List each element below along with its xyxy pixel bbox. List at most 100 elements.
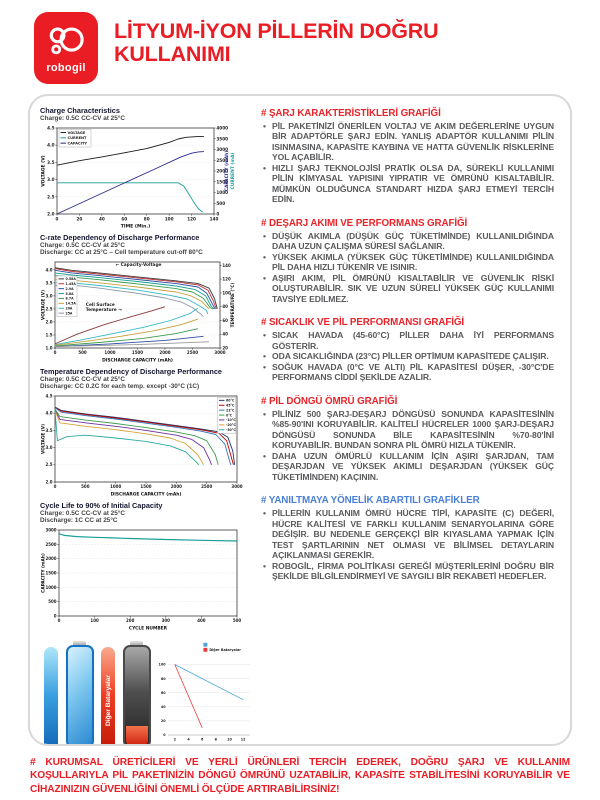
chart-crate-discharge: C-rate Dependency of Discharge Performan… [40,233,249,363]
bullet-list: PİLLERİN KULLANIM ÖMRÜ HÜCRE TİPİ, KAPAS… [261,508,554,581]
section-heading: # ŞARJ KARAKTERİSTİKLERİ GRAFİĞİ [261,108,441,119]
y2-tick-label: 140 [222,263,231,268]
temperature-discharge-plot: 0 500 1000 1500 2000 2500 3000 2.0 2.5 3.0 3.5 4.0 4… [41,393,243,497]
y2-axis-title: CAPACITY (mAh) [224,151,230,192]
y-tick-label: 3000 [45,527,56,532]
y-tick-label: 40 [161,705,166,709]
chart-title: C-rate Dependency of Discharge Performan… [40,233,200,242]
legend-swatch [203,642,208,647]
legend-label: 1.45A [66,282,77,286]
section-misleading-graphs: # YANILTMAYA YÖNELİK ABARTILI GRAFİKLER … [261,495,554,581]
series-line-3 [54,408,219,465]
series-line-4 [54,275,213,310]
chart-subtitle: Discharge: CC at 25°C – Cell temperature… [40,249,203,256]
section-charge-characteristics: # ŞARJ KARAKTERİSTİKLERİ GRAFİĞİ PİL PAK… [261,108,554,205]
y-tick-label: 2.0 [47,212,55,217]
bullet-list: PİLİNİZ 500 ŞARJ-DEŞARJ DÖNGÜSÜ SONUNDA … [261,409,554,482]
section-temperature-performance: # SICAKLIK VE PİL PERFORMANSI GRAFİĞİ SI… [261,317,554,382]
x-tick-label: 140 [210,216,219,221]
good-battery: 1000 dolum [61,641,98,744]
y-tick-label: 1000 [45,585,56,590]
legend-label: CAPACITY [68,142,88,146]
y-tick-label: 3.0 [46,293,53,298]
charts-column: Charge Characteristics Charge: 0.5C CC-C… [40,106,250,744]
series-line-0 [54,406,236,465]
series-line-13 [54,341,210,348]
bullet-list: DÜŞÜK AKIMLA (DÜŞÜK GÜÇ TÜKETİMİNDE) KUL… [261,231,554,304]
x-tick-label: 1500 [140,484,151,489]
annotation: Temperature → [86,307,122,313]
y-tick-label: 2.0 [46,319,53,324]
battery-comparison-mini-plot: 2 4 6 8 10 12 0 20 40 60 80 100 Diğer Bataryalar [159,642,250,742]
series-line-12 [54,335,204,348]
y-tick-label: 4.5 [46,393,53,398]
legend-label: 0°C [226,413,233,417]
legend-label: 2.9A [66,287,75,291]
x-tick-label: 4 [187,738,190,742]
series-line-0 [56,136,204,166]
y2-tick-label: 40 [222,332,228,337]
x-tick-label: 0 [54,484,57,489]
y-tick-label: 20 [161,719,166,723]
bullet-list: PİL PAKETİNİZİ ÖNERİLEN VOLTAJ VE AKIM D… [261,121,554,205]
series-line-4 [54,409,212,465]
x-tick-label: 100 [90,618,99,623]
y-tick-label: 2500 [45,542,56,547]
chart-title: Cycle Life to 90% of Initial Capacity [40,501,163,510]
legend-label: -20°C [226,423,236,427]
section-heading: # DEŞARJ AKIMI VE PERFORMANS GRAFİĞİ [261,217,468,229]
y2-tick-label: 2500 [216,158,228,163]
section-discharge-current: # DEŞARJ AKIMI VE PERFORMANS GRAFİĞİ DÜŞ… [261,218,554,304]
battery-comparison-graphic: 1000 dolum Diğer Bataryalar 200 dolum 2 4… [40,635,250,744]
full-battery-icon [65,645,94,744]
bullet-item: DÜŞÜK AKIMLA (DÜŞÜK GÜÇ TÜKETİMİNDE) KUL… [261,231,554,252]
legend-label: VOLTAGE [68,131,86,135]
chart-subtitle: Charge: 0.5C CC-CV at 25°C [40,510,125,517]
series-line-3 [54,272,215,310]
chart-title: Charge Characteristics [40,106,120,115]
bullet-list: SICAK HAVADA (45-60°C) PİLLER DAHA İYİ P… [261,330,554,382]
chart-title: Temperature Dependency of Discharge Perf… [40,367,222,376]
y-tick-label: 1.5 [46,332,53,337]
bullet-item: ROBOGİL, FİRMA POLİTİKASI GEREĞİ MÜŞTERİ… [261,561,554,582]
y-axis-title: VOLTAGE (V) [41,290,47,320]
series-line-5 [54,410,204,466]
robogil-logo: robogil [34,12,98,84]
y2-axis-title: TEMPERATURE (°C) [230,283,235,328]
x-tick-label: 40 [99,216,105,221]
y2-axis-title: CURRENT (mA) [230,153,236,190]
y-tick-label: 4.5 [47,126,55,131]
y-axis-title: CAPACITY (mAh) [41,553,47,593]
bullet-item: HIZLI ŞARJ TEKNOLOJİSİ PRATİK OLSA DA, S… [261,163,554,205]
x-tick-label: 500 [81,484,90,489]
legend-box [56,275,78,317]
x-tick-label: 0 [58,618,61,623]
legend-label: -10°C [226,418,236,422]
chart-subtitle: Discharge: CC 0.2C for each temp. except… [40,383,200,390]
x-axis-title: DISCHARGE CAPACITY (mAh) [102,358,173,364]
series-line-1 [54,407,234,465]
series-line-7 [54,284,204,318]
bullet-item: SOĞUK HAVADA (0°C VE ALTI) PİL KAPASİTES… [261,362,554,383]
legend-label: 60°C [226,399,235,403]
y2-tick-label: 80 [222,304,228,309]
series-line-1 [54,268,217,310]
x-tick-label: 120 [187,216,196,221]
series-line-1 [174,664,203,729]
series-line-6 [55,282,209,315]
y-tick-label: 2.5 [46,462,53,467]
x-tick-label: 1000 [104,350,115,355]
robogil-circles-icon [49,27,84,55]
bullet-item: SICAK HAVADA (45-60°C) PİLLER DAHA İYİ P… [261,330,554,351]
chart-charge-characteristics: Charge Characteristics Charge: 0.5C CC-C… [40,106,249,229]
x-tick-label: 0 [54,350,57,355]
y2-tick-label: 2000 [216,169,228,174]
y-tick-label: 80 [161,677,166,681]
y-tick-label: 2000 [45,556,56,561]
y-tick-label: 3.5 [46,428,53,433]
y2-tick-label: 1000 [216,190,228,195]
y2-tick-label: 100 [222,290,231,295]
x-tick-label: 2500 [187,350,198,355]
x-tick-label: 3000 [231,484,242,489]
content-panel: Charge Characteristics Charge: 0.5C CC-C… [28,94,572,746]
